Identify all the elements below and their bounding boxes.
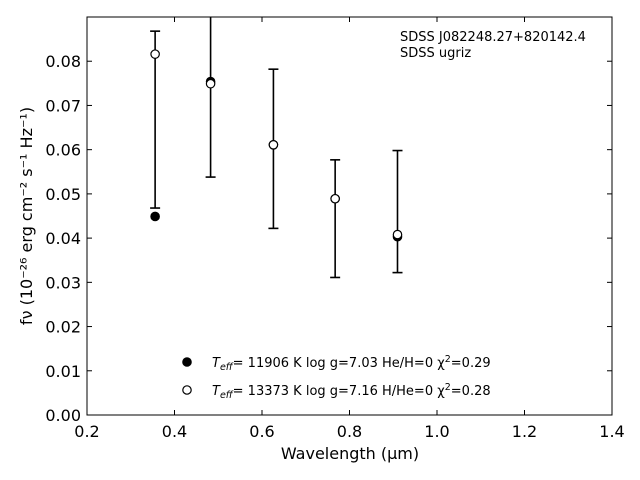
x-axis-title: Wavelength (μm) bbox=[281, 444, 419, 463]
legend-label: Teff= 13373 K log g=7.16 H/He=0 χ2=0.28 bbox=[212, 382, 491, 401]
error-bar bbox=[150, 30, 161, 209]
x-tick-label: 0.6 bbox=[249, 422, 274, 441]
x-tick-label: 0.8 bbox=[337, 422, 362, 441]
y-tick-label: 0.06 bbox=[45, 141, 81, 160]
model-point-open bbox=[392, 229, 403, 240]
annotation-object-name: SDSS J082248.27+820142.4 bbox=[400, 30, 586, 45]
x-tick-label: 0.2 bbox=[74, 422, 99, 441]
model-point-open bbox=[150, 49, 160, 59]
legend: Teff= 11906 K log g=7.03 He/H=0 χ2=0.29 T… bbox=[182, 354, 491, 401]
y-tick-label: 0.03 bbox=[45, 273, 81, 292]
legend-label: Teff= 11906 K log g=7.03 He/H=0 χ2=0.29 bbox=[212, 354, 491, 373]
y-tick-label: 0.02 bbox=[45, 318, 81, 337]
error-bar bbox=[330, 159, 341, 279]
y-axis-title: fν (10⁻²⁶ erg cm⁻² s⁻¹ Hz⁻¹) bbox=[17, 107, 36, 325]
y-tick-label: 0.00 bbox=[45, 406, 81, 425]
model-point-open bbox=[330, 193, 340, 204]
y-tick-label: 0.05 bbox=[45, 185, 81, 204]
error-bar bbox=[205, 17, 216, 178]
plot-area bbox=[86, 16, 613, 416]
y-tick-label: 0.01 bbox=[45, 362, 81, 381]
error-bar bbox=[392, 149, 403, 274]
x-tick-label: 1.4 bbox=[599, 422, 624, 441]
model-point-open bbox=[205, 78, 216, 89]
x-tick-label: 0.4 bbox=[162, 422, 187, 441]
x-tick-label: 1.0 bbox=[424, 422, 449, 441]
y-tick-label: 0.07 bbox=[45, 96, 81, 115]
legend-marker-open bbox=[182, 385, 192, 395]
tick-labels: 0.2 0.4 0.6 0.8 1.0 1.2 1.4 0.00 0.01 0.02 0.03 0.0… bbox=[45, 52, 624, 441]
y-tick-label: 0.04 bbox=[45, 229, 81, 248]
annotation-filter-set: SDSS ugriz bbox=[400, 46, 471, 61]
data-markers bbox=[150, 49, 403, 242]
model-point-filled bbox=[150, 211, 160, 222]
y-tick-label: 0.08 bbox=[45, 52, 81, 71]
model-point-open bbox=[268, 140, 279, 150]
legend-marker-filled bbox=[182, 357, 192, 367]
x-tick-label: 1.2 bbox=[512, 422, 537, 441]
axis-ticks bbox=[86, 17, 613, 416]
